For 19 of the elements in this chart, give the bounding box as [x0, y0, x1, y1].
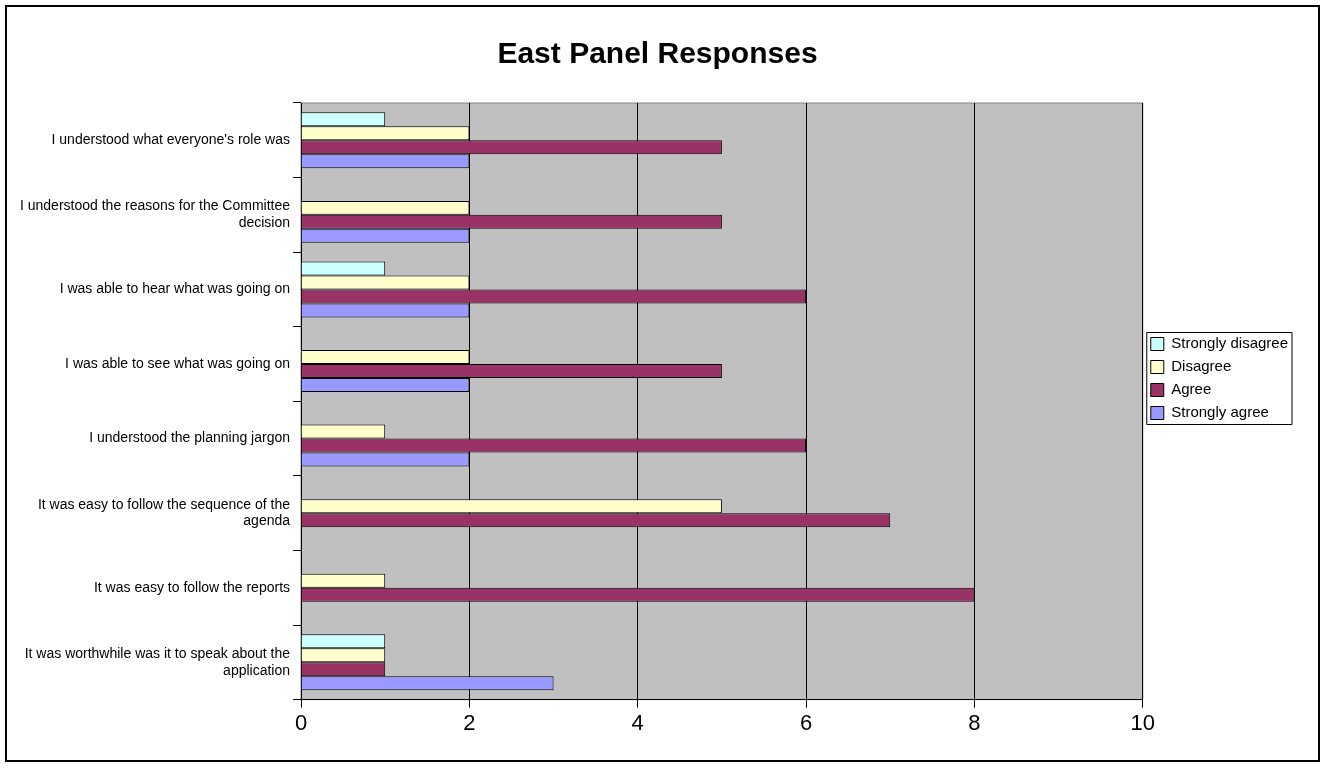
y-tick-label: I was able to hear what was going on [59, 280, 291, 297]
x-tick-label: 10 [1130, 709, 1156, 735]
x-tick-label: 6 [799, 709, 813, 735]
y-tick-label: I understood the reasons for the Committee decision [19, 197, 291, 231]
y-tick-label: It was easy to follow the reports [93, 578, 291, 595]
x-tick-label: 4 [631, 709, 644, 735]
y-tick-label: I was able to see what was going on [65, 354, 291, 371]
y-tick-label: I understood what everyone's role was [51, 131, 291, 148]
y-tick-label: I understood the planning jargon [89, 429, 291, 446]
legend-label: Agree [1171, 380, 1212, 398]
legend-label: Strongly disagree [1171, 334, 1288, 352]
chart-title: East Panel Responses [497, 36, 818, 70]
x-tick-label: 2 [463, 709, 476, 735]
legend-label: Strongly agree [1171, 403, 1269, 421]
x-tick-label: 8 [968, 709, 981, 735]
x-tick-label: 0 [294, 709, 308, 735]
legend-label: Disagree [1171, 357, 1232, 375]
y-tick-label: It was worthwhile was it to speak about the application [24, 644, 291, 678]
y-tick-label: It was easy to follow the sequence of the agenda [37, 495, 291, 529]
